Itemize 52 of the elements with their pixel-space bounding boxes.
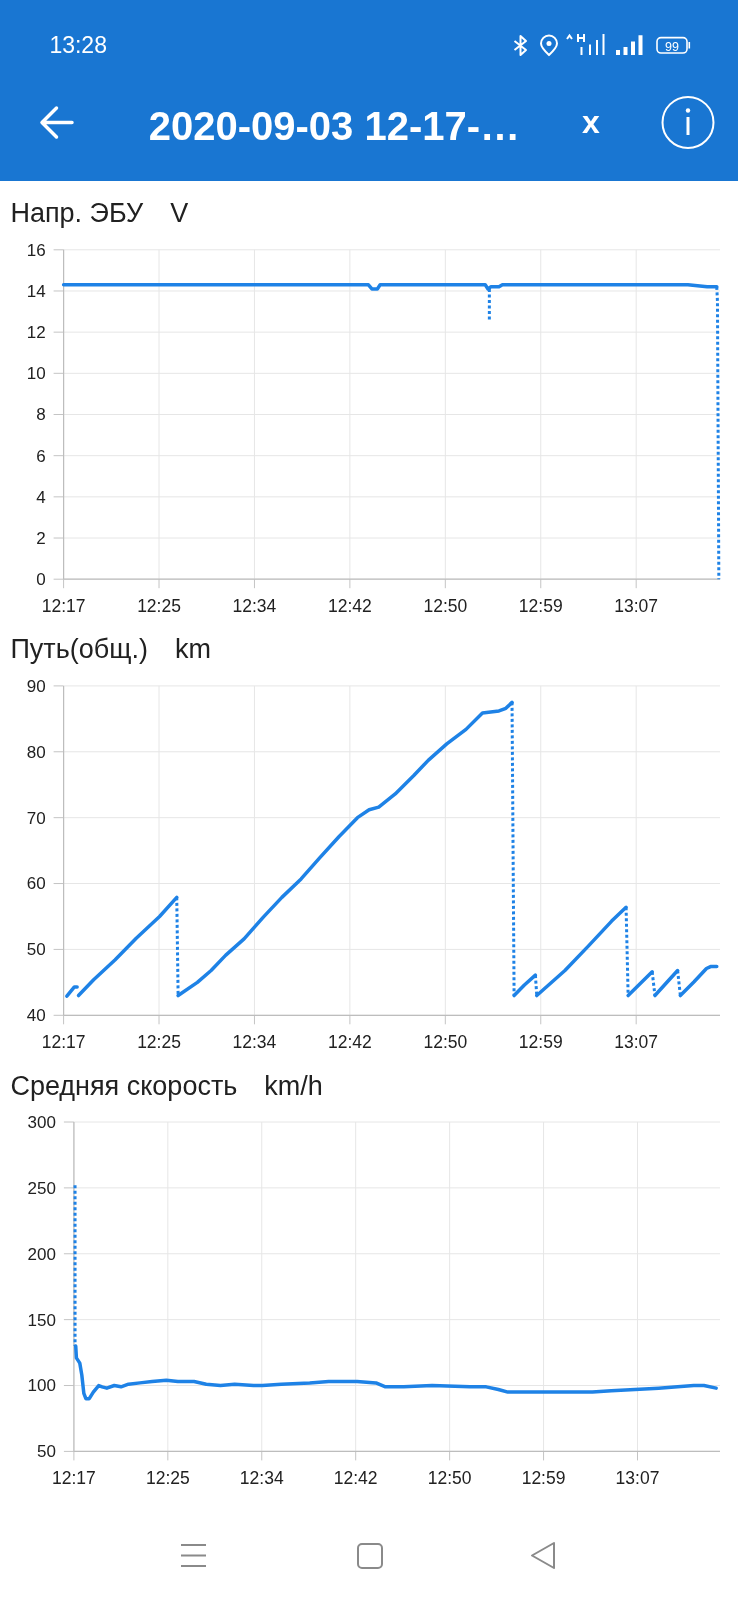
y-tick-label: 60 bbox=[26, 874, 46, 894]
chart-title: Путь(общ.) bbox=[10, 634, 148, 665]
y-tick-label: 10 bbox=[26, 364, 46, 384]
x-tick-label: 12:25 bbox=[145, 1468, 190, 1489]
x-tick-label: 12:25 bbox=[137, 1032, 181, 1053]
x-tick-label: 12:59 bbox=[518, 596, 563, 617]
x-tick-label: 12:50 bbox=[423, 596, 468, 617]
y-tick-label: 150 bbox=[27, 1310, 56, 1330]
y-tick-label: 8 bbox=[36, 405, 46, 425]
y-tick-label: 2 bbox=[36, 528, 46, 548]
x-tick-label: 12:50 bbox=[427, 1468, 472, 1489]
chart-title: Средняя скорость bbox=[10, 1070, 238, 1101]
x-tick-label: 12:17 bbox=[41, 1032, 86, 1053]
y-tick-label: 90 bbox=[26, 676, 46, 696]
x-tick-label: 12:42 bbox=[327, 596, 372, 617]
y-tick-label: 100 bbox=[27, 1376, 56, 1396]
y-tick-label: 200 bbox=[27, 1244, 56, 1264]
x-tick-label: 12:59 bbox=[521, 1468, 566, 1489]
x-tick-label: 12:34 bbox=[239, 1468, 284, 1489]
x-tick-label: 13:07 bbox=[614, 1032, 659, 1053]
y-tick-label: 40 bbox=[26, 1006, 46, 1026]
y-tick-label: 0 bbox=[36, 570, 46, 590]
text: 2020-09-03 12-17-… bbox=[148, 103, 521, 148]
y-tick-label: 4 bbox=[36, 487, 46, 507]
x-tick-label: 12:50 bbox=[423, 1032, 468, 1053]
y-tick-label: 16 bbox=[26, 240, 46, 260]
x-tick-label: 12:25 bbox=[137, 596, 181, 617]
text: 13:28 bbox=[49, 32, 107, 58]
y-tick-label: 50 bbox=[26, 940, 46, 960]
y-tick-label: 12 bbox=[26, 323, 46, 343]
x-tick-label: 12:17 bbox=[41, 596, 86, 617]
y-tick-label: 6 bbox=[36, 446, 46, 466]
y-axis-title: km/h bbox=[264, 1070, 323, 1101]
chart-title: Напр. ЭБУ bbox=[10, 198, 145, 229]
x-tick-label: 12:42 bbox=[333, 1468, 378, 1489]
x-tick-label: 12:34 bbox=[232, 1032, 277, 1053]
y-tick-label: 300 bbox=[27, 1112, 56, 1132]
y-tick-label: 250 bbox=[27, 1178, 56, 1198]
x-tick-label: 13:07 bbox=[615, 1468, 660, 1489]
x-tick-label: 12:42 bbox=[327, 1032, 372, 1053]
y-tick-label: 14 bbox=[26, 281, 46, 301]
text: 99 bbox=[665, 39, 679, 54]
x-tick-label: 12:59 bbox=[518, 1032, 563, 1053]
x-tick-label: 13:07 bbox=[614, 596, 659, 617]
y-axis-title: km bbox=[174, 634, 211, 665]
y-tick-label: 70 bbox=[26, 808, 46, 828]
y-tick-label: 50 bbox=[36, 1442, 56, 1462]
x-tick-label: 12:17 bbox=[52, 1468, 96, 1489]
x-tick-label: 12:34 bbox=[232, 596, 277, 617]
y-tick-label: 80 bbox=[26, 742, 46, 762]
y-axis-title: V bbox=[170, 198, 189, 229]
text: x bbox=[582, 104, 600, 140]
